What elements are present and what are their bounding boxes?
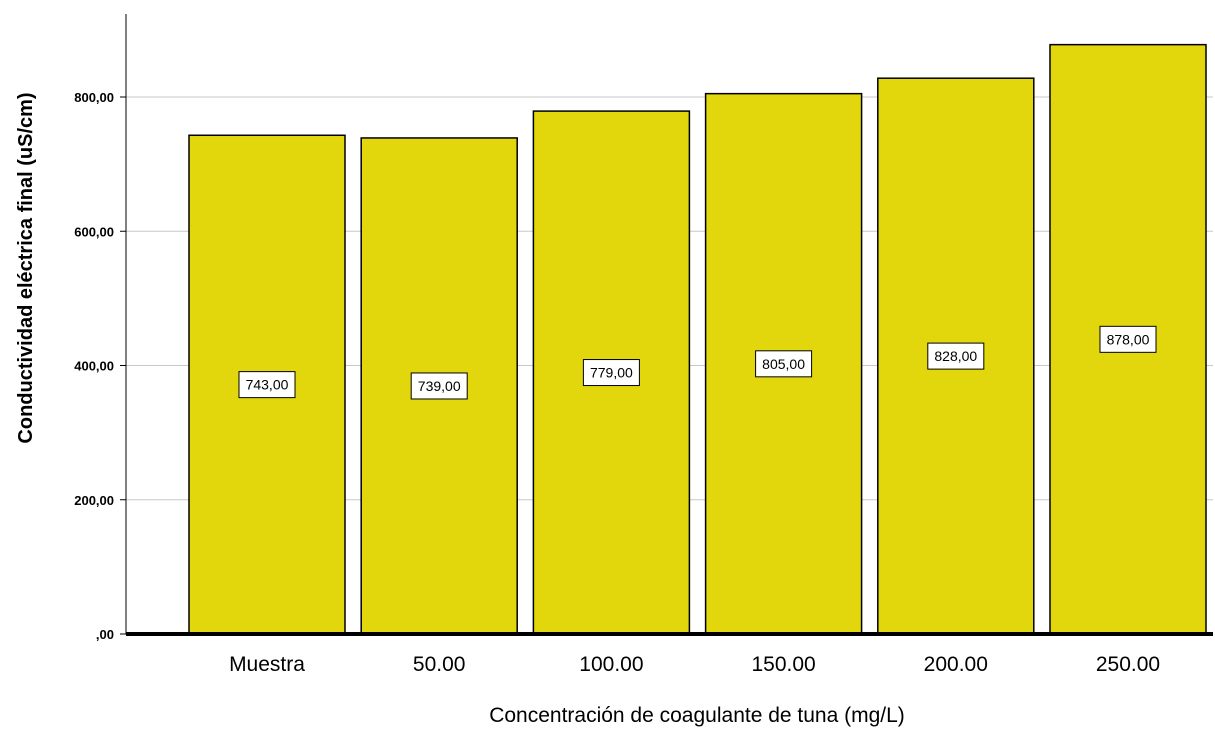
bar-value-labels: 743,00 739,00 779,00 805,00 828,00 878,00: [238, 325, 1157, 400]
x-tick-label: 200.00: [924, 653, 988, 676]
bar-value-label-box: [1099, 325, 1157, 353]
bar-value-label-text: 878,00: [1107, 331, 1150, 347]
bar-value-label-text: 805,00: [762, 356, 805, 372]
bar-value-label-text: 739,00: [418, 378, 461, 394]
axes: [125, 14, 1213, 636]
y-axis-title: Conductividad eléctrica final (uS/cm): [15, 92, 37, 443]
bar-value-label: 878,00: [1099, 325, 1157, 353]
bar-value-label: 828,00: [927, 342, 985, 370]
x-tick-label: Muestra: [229, 653, 305, 676]
bars: [188, 43, 1207, 635]
y-tick-label: 800,00: [74, 90, 114, 105]
bar-value-label-box: [238, 371, 296, 399]
bar-value-label-text: 828,00: [934, 348, 977, 364]
y-tick-label: 400,00: [74, 359, 114, 374]
bar-value-label-box: [755, 350, 813, 378]
bar-value-label-text: 743,00: [246, 377, 289, 393]
y-tick-label: 200,00: [74, 493, 114, 508]
bar-value-label: 743,00: [238, 371, 296, 399]
x-tick-label: 250.00: [1096, 653, 1160, 676]
bar-value-label-box: [410, 372, 468, 400]
y-tick-label: 600,00: [74, 224, 114, 239]
bar-value-label: 805,00: [755, 350, 813, 378]
x-tick-label: 50.00: [413, 653, 466, 676]
bar-value-label: 739,00: [410, 372, 468, 400]
y-tick-label: ,00: [96, 627, 114, 642]
x-tick-label: 100.00: [579, 653, 643, 676]
bar-value-label-box: [927, 342, 985, 370]
bar-value-label: 779,00: [582, 359, 640, 387]
x-axis-title: Concentración de coagulante de tuna (mg/…: [489, 704, 905, 727]
x-tick-labels: Muestra 50.00 100.00 150.00 200.00 250.00: [229, 653, 1160, 676]
bar-value-label-box: [582, 359, 640, 387]
bar-value-label-text: 779,00: [590, 365, 633, 381]
y-tick-labels: ,00 200,00 400,00 600,00 800,00: [74, 90, 126, 642]
x-tick-label: 150.00: [751, 653, 815, 676]
